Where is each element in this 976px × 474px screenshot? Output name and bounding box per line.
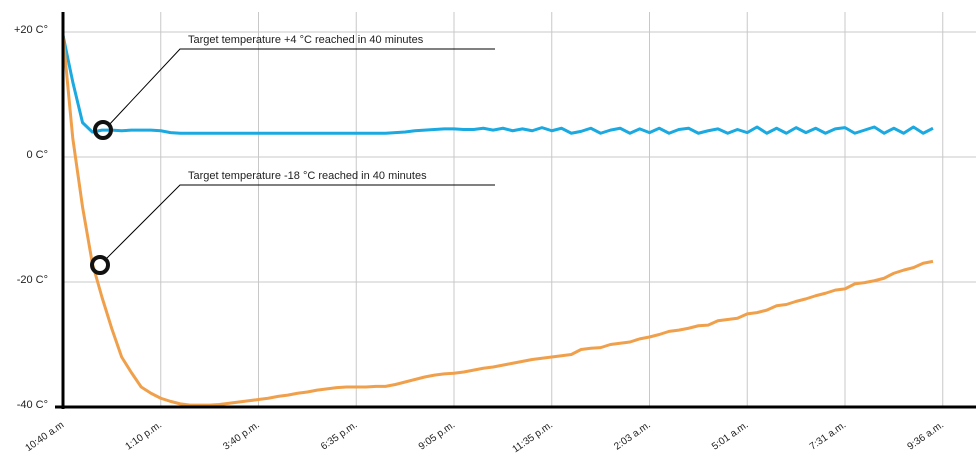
line-series: [61, 34, 934, 407]
x-tick-label: 1:10 p.m.: [124, 420, 164, 453]
x-tick-label: 9:36 a.m.: [906, 420, 946, 453]
x-tick-label: 3:40 p.m.: [221, 420, 261, 453]
x-tick-label: 10:40 a.m: [23, 420, 66, 455]
x-tick-label: 11:35 p.m.: [511, 420, 555, 456]
line-series: [61, 34, 934, 135]
x-tick-label: 6:35 p.m.: [319, 420, 359, 453]
y-tick-label: -40 C°: [17, 399, 48, 411]
x-tick-label: 2:03 a.m.: [612, 420, 652, 453]
lines: [61, 34, 934, 407]
annotation-leader: [103, 184, 495, 262]
y-tick-label: +20 C°: [14, 24, 48, 36]
annotation-marker: [93, 120, 113, 140]
x-tick-label: 7:31 a.m.: [808, 420, 848, 453]
annotation-leader: [107, 48, 495, 127]
annotation: Target temperature -18 °C reached in 40 …: [188, 170, 427, 182]
annotation: Target temperature +4 °C reached in 40 m…: [188, 34, 424, 46]
x-tick-label: 9:05 p.m.: [417, 420, 457, 453]
y-tick-label: 0 C°: [26, 149, 48, 161]
annotation-marker: [90, 255, 110, 275]
y-tick-label: -20 C°: [17, 274, 48, 286]
x-tick-label: 5:01 a.m.: [710, 420, 750, 453]
grid: [62, 12, 976, 408]
